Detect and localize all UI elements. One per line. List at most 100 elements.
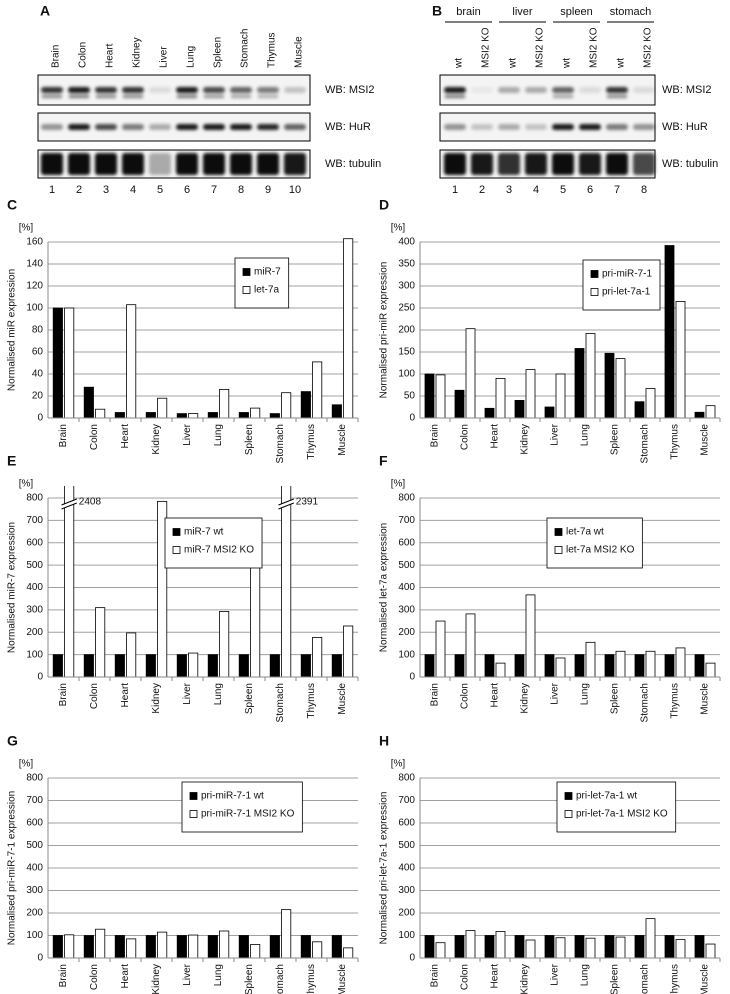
band — [204, 95, 224, 98]
bar — [615, 358, 626, 418]
y-tick-label: 500 — [26, 560, 43, 571]
lane-number: 9 — [265, 184, 271, 196]
lane-label: Heart — [105, 43, 116, 68]
x-tick-label: Kidney — [151, 964, 162, 994]
legend-label: let-7a MSI2 KO — [566, 545, 635, 556]
lane-number: 8 — [641, 184, 647, 196]
bar — [424, 935, 435, 958]
bar — [83, 386, 94, 418]
band — [606, 87, 628, 93]
blot-label: WB: HuR — [325, 121, 371, 133]
legend-swatch — [242, 286, 251, 294]
bar — [525, 594, 536, 677]
y-axis-label: Normalised pri-miR-7-1 expression — [7, 791, 18, 946]
bar — [300, 654, 311, 677]
y-tick-label: 800 — [26, 493, 43, 504]
y-tick-label: 0 — [409, 413, 415, 424]
bar — [525, 369, 536, 418]
bar — [664, 654, 675, 677]
y-tick-label: 800 — [398, 773, 415, 784]
y-tick-label: 200 — [398, 627, 415, 638]
y-tick-label: 200 — [398, 325, 415, 336]
x-tick-label: Colon — [460, 683, 471, 709]
blot-bands — [41, 153, 306, 175]
value-label: 2391 — [296, 497, 319, 508]
y-tick-label: 500 — [398, 840, 415, 851]
blot-bands — [444, 124, 655, 130]
bar — [544, 406, 555, 418]
bar — [52, 654, 63, 677]
blot-label: WB: tubulin — [662, 158, 718, 170]
bar — [634, 401, 645, 418]
x-tick-label: Stomach — [275, 964, 286, 994]
legend-box — [164, 517, 263, 569]
x-tick-label: Stomach — [275, 424, 286, 463]
bar — [645, 650, 656, 677]
legend-swatch — [554, 528, 563, 536]
band — [284, 153, 306, 175]
band — [230, 87, 252, 93]
legend-box — [181, 781, 303, 833]
bar — [188, 652, 199, 677]
bar — [64, 307, 75, 418]
x-tick-label: Liver — [550, 423, 561, 445]
band — [176, 153, 198, 175]
bar — [300, 391, 311, 418]
band — [633, 153, 655, 175]
x-tick-label: Stomach — [275, 683, 286, 722]
bar — [157, 397, 168, 418]
bar — [484, 935, 495, 958]
band — [95, 124, 117, 130]
band — [471, 153, 493, 175]
bar — [238, 412, 249, 418]
lane-number: 6 — [184, 184, 190, 196]
y-tick-label: 60 — [32, 347, 44, 358]
lane-number: 6 — [587, 184, 593, 196]
y-tick-label: 700 — [398, 795, 415, 806]
band — [552, 87, 574, 93]
lane-label: wt — [616, 58, 627, 69]
bar — [250, 407, 261, 418]
lane-number: 2 — [76, 184, 82, 196]
lane-number: 8 — [238, 184, 244, 196]
bar — [250, 560, 261, 677]
axis-break-line — [278, 498, 294, 506]
x-tick-label: Liver — [182, 423, 193, 445]
group-label: brain — [456, 6, 480, 18]
bar — [555, 373, 566, 418]
bar — [585, 333, 596, 418]
y-axis-label: Normalised let-7a expression — [379, 523, 390, 653]
bar — [544, 654, 555, 677]
x-tick-label: Muscle — [337, 964, 348, 994]
x-tick-label: Heart — [490, 683, 501, 708]
bar — [312, 361, 323, 418]
blot-bands — [444, 153, 655, 175]
legend-label: miR-7 — [254, 267, 281, 278]
bar — [645, 388, 656, 418]
lane-number: 4 — [130, 184, 136, 196]
axis-break — [278, 499, 294, 509]
lane-label: Colon — [78, 42, 89, 68]
bar — [269, 413, 280, 418]
bar — [114, 412, 125, 418]
band — [471, 124, 493, 130]
x-tick-label: Thymus — [670, 424, 681, 460]
band — [284, 87, 306, 93]
bar — [83, 654, 94, 677]
band — [69, 95, 89, 98]
bar — [454, 389, 465, 418]
legend-label: pri-miR-7-1 — [602, 269, 652, 280]
x-tick-label: Lung — [213, 964, 224, 986]
axis-break-line — [61, 502, 77, 510]
blot-label: WB: HuR — [662, 121, 708, 133]
band — [176, 124, 198, 130]
y-tick-label: 350 — [398, 259, 415, 270]
band — [68, 124, 90, 130]
bar — [634, 935, 645, 958]
x-tick-label: Colon — [460, 964, 471, 990]
y-tick-label: 800 — [398, 493, 415, 504]
band — [203, 87, 225, 93]
bar — [484, 654, 495, 677]
y-tick-label: 160 — [26, 237, 43, 248]
y-tick-label: 300 — [398, 281, 415, 292]
